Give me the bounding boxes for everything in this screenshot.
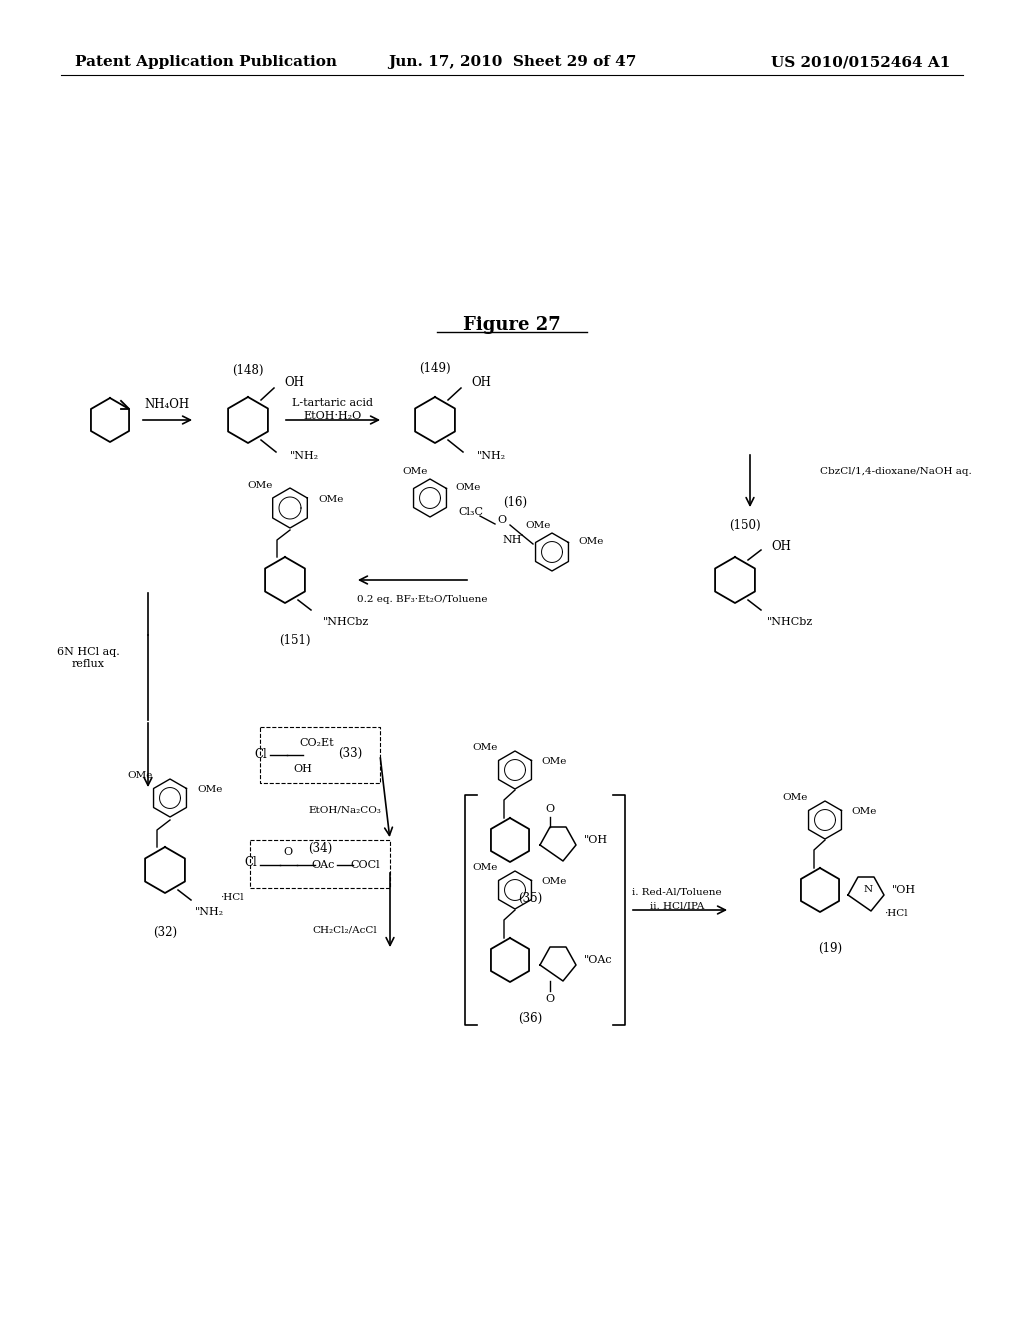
Text: OMe: OMe	[402, 467, 428, 477]
Text: (34): (34)	[308, 842, 332, 854]
Text: L-tartaric acid: L-tartaric acid	[293, 399, 374, 408]
Text: NH₄OH: NH₄OH	[144, 397, 189, 411]
Text: Jun. 17, 2010  Sheet 29 of 47: Jun. 17, 2010 Sheet 29 of 47	[388, 55, 636, 69]
Text: COCl: COCl	[350, 861, 380, 870]
Text: (35): (35)	[518, 891, 542, 904]
Text: (149): (149)	[419, 362, 451, 375]
Text: "NH₂: "NH₂	[290, 451, 319, 461]
Text: Cl: Cl	[245, 855, 257, 869]
Text: CbzCl/1,4-dioxane/NaOH aq.: CbzCl/1,4-dioxane/NaOH aq.	[820, 467, 972, 477]
Text: OH: OH	[284, 376, 304, 389]
Text: 0.2 eq. BF₃·Et₂O/Toluene: 0.2 eq. BF₃·Et₂O/Toluene	[357, 595, 487, 605]
Text: 6N HCl aq.
reflux: 6N HCl aq. reflux	[56, 647, 120, 669]
Text: OH: OH	[471, 376, 490, 389]
Text: OMe: OMe	[541, 876, 566, 886]
Text: O: O	[546, 804, 555, 814]
Text: ·HCl: ·HCl	[884, 908, 907, 917]
Text: N: N	[863, 886, 872, 895]
Text: CO₂Et: CO₂Et	[300, 738, 334, 748]
Text: OMe: OMe	[318, 495, 343, 504]
Text: (16): (16)	[503, 495, 527, 508]
Text: (32): (32)	[153, 925, 177, 939]
Text: OAc: OAc	[311, 861, 335, 870]
Text: "OH: "OH	[892, 884, 916, 895]
Text: "NHCbz: "NHCbz	[767, 616, 813, 627]
Text: "NH₂: "NH₂	[195, 907, 224, 917]
Text: O: O	[498, 515, 507, 525]
Text: O: O	[546, 994, 555, 1005]
Text: (151): (151)	[280, 634, 310, 647]
Text: EtOH/Na₂CO₃: EtOH/Na₂CO₃	[308, 805, 381, 814]
Text: CH₂Cl₂/AcCl: CH₂Cl₂/AcCl	[312, 925, 378, 935]
Text: NH: NH	[502, 535, 522, 545]
Text: (33): (33)	[338, 747, 362, 759]
Text: ·HCl: ·HCl	[220, 894, 244, 903]
Text: Patent Application Publication: Patent Application Publication	[75, 55, 337, 69]
Text: ii. HCl/IPA: ii. HCl/IPA	[650, 902, 705, 911]
Text: (36): (36)	[518, 1011, 542, 1024]
Text: (148): (148)	[232, 363, 264, 376]
Text: OMe: OMe	[578, 537, 603, 546]
Text: "NH₂: "NH₂	[477, 451, 506, 461]
Text: OMe: OMe	[473, 862, 498, 871]
Text: OMe: OMe	[473, 742, 498, 751]
Text: EtOH·H₂O: EtOH·H₂O	[304, 411, 362, 421]
Text: OMe: OMe	[455, 483, 480, 492]
Text: US 2010/0152464 A1: US 2010/0152464 A1	[771, 55, 950, 69]
Text: OMe: OMe	[782, 792, 808, 801]
Text: Cl: Cl	[254, 748, 267, 762]
Text: OMe: OMe	[128, 771, 153, 780]
Text: OMe: OMe	[248, 482, 273, 491]
Text: (19): (19)	[818, 941, 842, 954]
Text: OMe: OMe	[851, 807, 877, 816]
Text: Cl₃C: Cl₃C	[458, 507, 483, 517]
Text: "OAc: "OAc	[584, 954, 612, 965]
Text: OH: OH	[771, 540, 791, 553]
Text: OMe: OMe	[197, 785, 222, 795]
Text: i. Red-Al/Toluene: i. Red-Al/Toluene	[632, 887, 722, 896]
Text: OH: OH	[294, 764, 312, 774]
Text: OMe: OMe	[525, 521, 551, 531]
Text: "OH: "OH	[584, 836, 608, 845]
Text: O: O	[284, 847, 293, 857]
Text: (150): (150)	[729, 519, 761, 532]
Text: "NHCbz: "NHCbz	[323, 616, 370, 627]
Text: Figure 27: Figure 27	[463, 315, 561, 334]
Text: OMe: OMe	[541, 756, 566, 766]
